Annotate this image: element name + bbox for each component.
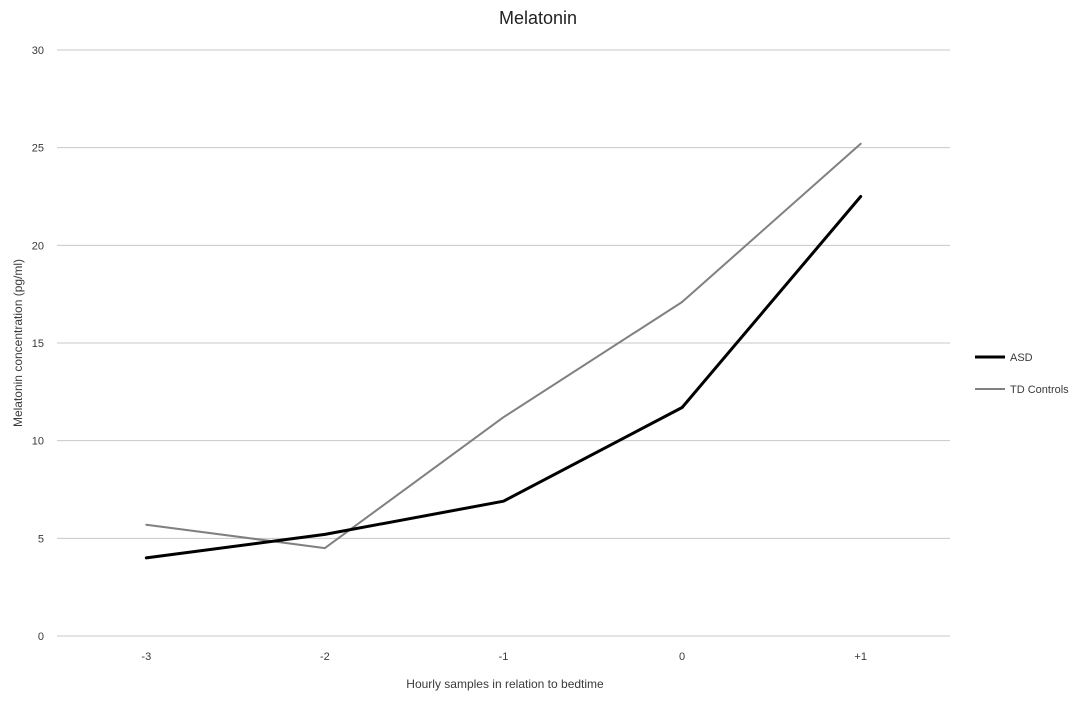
x-tick-label: -3 xyxy=(141,651,151,663)
y-axis-label: Melatonin concentration (pg/ml) xyxy=(11,259,25,427)
y-tick-label: 0 xyxy=(38,631,44,643)
chart-title: Melatonin xyxy=(499,8,577,28)
x-tick-label: -2 xyxy=(320,651,330,663)
y-tick-label: 15 xyxy=(32,338,44,350)
series-line-asd xyxy=(146,197,860,558)
x-axis-label: Hourly samples in relation to bedtime xyxy=(406,677,604,691)
y-tick-label: 5 xyxy=(38,533,44,545)
legend-label: TD Controls xyxy=(1010,384,1069,396)
y-tick-label: 30 xyxy=(32,45,44,57)
y-tick-label: 25 xyxy=(32,143,44,155)
legend: ASD TD Controls xyxy=(975,352,1069,396)
series-lines xyxy=(146,144,860,558)
gridlines xyxy=(57,50,950,636)
y-tick-label: 10 xyxy=(32,436,44,448)
series-line-td-controls xyxy=(146,144,860,548)
x-tick-label: 0 xyxy=(679,651,685,663)
legend-label: ASD xyxy=(1010,352,1033,364)
x-axis-ticks: -3 -2 -1 0 +1 xyxy=(141,651,867,663)
y-axis-ticks: 0 5 10 15 20 25 30 xyxy=(32,45,44,643)
x-tick-label: -1 xyxy=(499,651,509,663)
y-tick-label: 20 xyxy=(32,240,44,252)
x-tick-label: +1 xyxy=(854,651,867,663)
